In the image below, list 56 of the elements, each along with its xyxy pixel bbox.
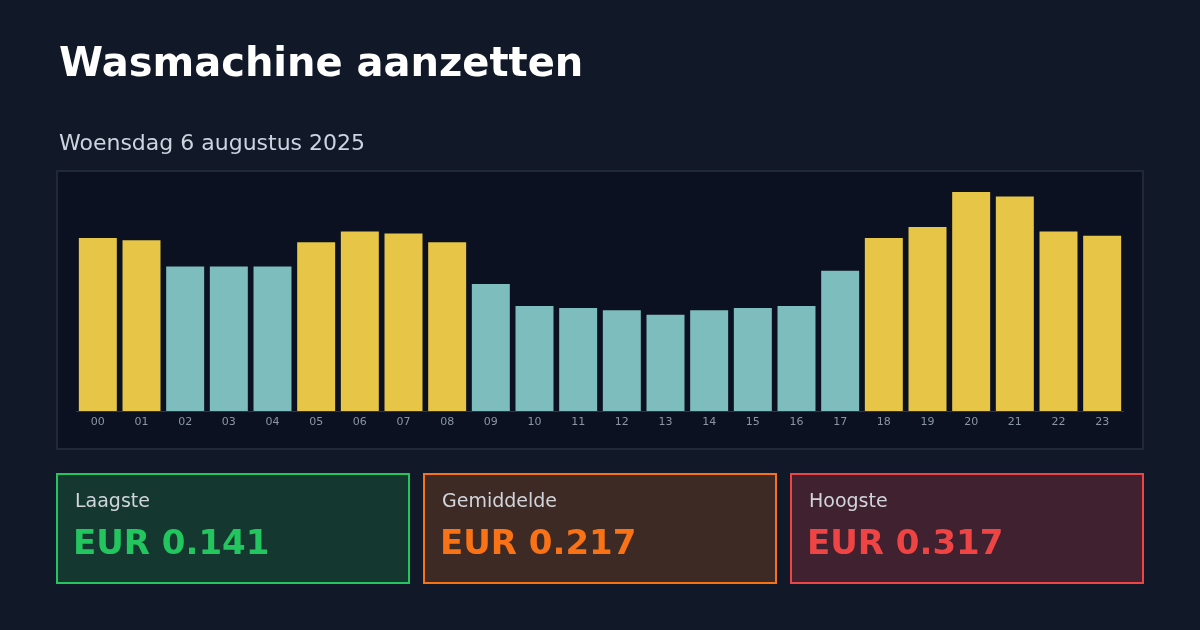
bar [515,305,554,411]
x-tick-label: 01 [134,415,149,429]
bar [1039,231,1078,411]
x-tick-label: 23 [1095,415,1110,429]
bar [559,308,598,411]
bar [646,314,685,411]
bar [995,196,1034,411]
x-tick-label: 11 [571,415,586,429]
bar [602,310,641,411]
x-tick-label: 18 [876,415,891,429]
x-tick-label: 03 [221,415,236,429]
x-tick-label: 16 [789,415,804,429]
x-tick-label: 15 [745,415,760,429]
x-tick-label: 10 [527,415,542,429]
text: Hoogste [809,489,888,511]
x-tick-label: 09 [483,415,498,429]
bar [777,305,816,411]
x-tick-label: 06 [352,415,367,429]
x-tick-label: 14 [702,415,717,429]
x-tick-label: 12 [614,415,629,429]
x-tick-label: 20 [964,415,979,429]
x-tick-label: 02 [178,415,193,429]
bar [821,270,860,411]
bar [209,266,248,411]
bar [122,240,161,411]
x-tick-label: 08 [440,415,455,429]
x-tick-label: 13 [658,415,673,429]
text: EUR 0.217 [440,522,637,562]
x-tick-label: 19 [920,415,935,429]
x-tick-label: 04 [265,415,280,429]
text: Laagste [75,489,150,511]
text: EUR 0.141 [73,522,270,562]
bar [864,237,903,411]
text: Gemiddelde [442,489,558,511]
bar [166,266,205,411]
bar [340,231,379,411]
chart-title: Wasmachine aanzetten [59,39,584,85]
bar [384,233,423,411]
bar [78,237,117,411]
bar [1083,235,1122,411]
bar [690,310,729,411]
x-tick-label: 22 [1051,415,1066,429]
bar [471,283,510,411]
bar [428,242,467,411]
bar [908,227,947,411]
chart-subtitle: Woensdag 6 augustus 2025 [59,130,366,155]
x-tick-label: 21 [1007,415,1022,429]
x-tick-label: 00 [90,415,105,429]
x-tick-label: 17 [833,415,848,429]
text: EUR 0.317 [807,522,1004,562]
x-tick-label: 07 [396,415,411,429]
x-tick-label: 05 [309,415,324,429]
bar [297,242,336,411]
bar [952,192,991,411]
bar [253,266,292,411]
bar [733,308,772,411]
